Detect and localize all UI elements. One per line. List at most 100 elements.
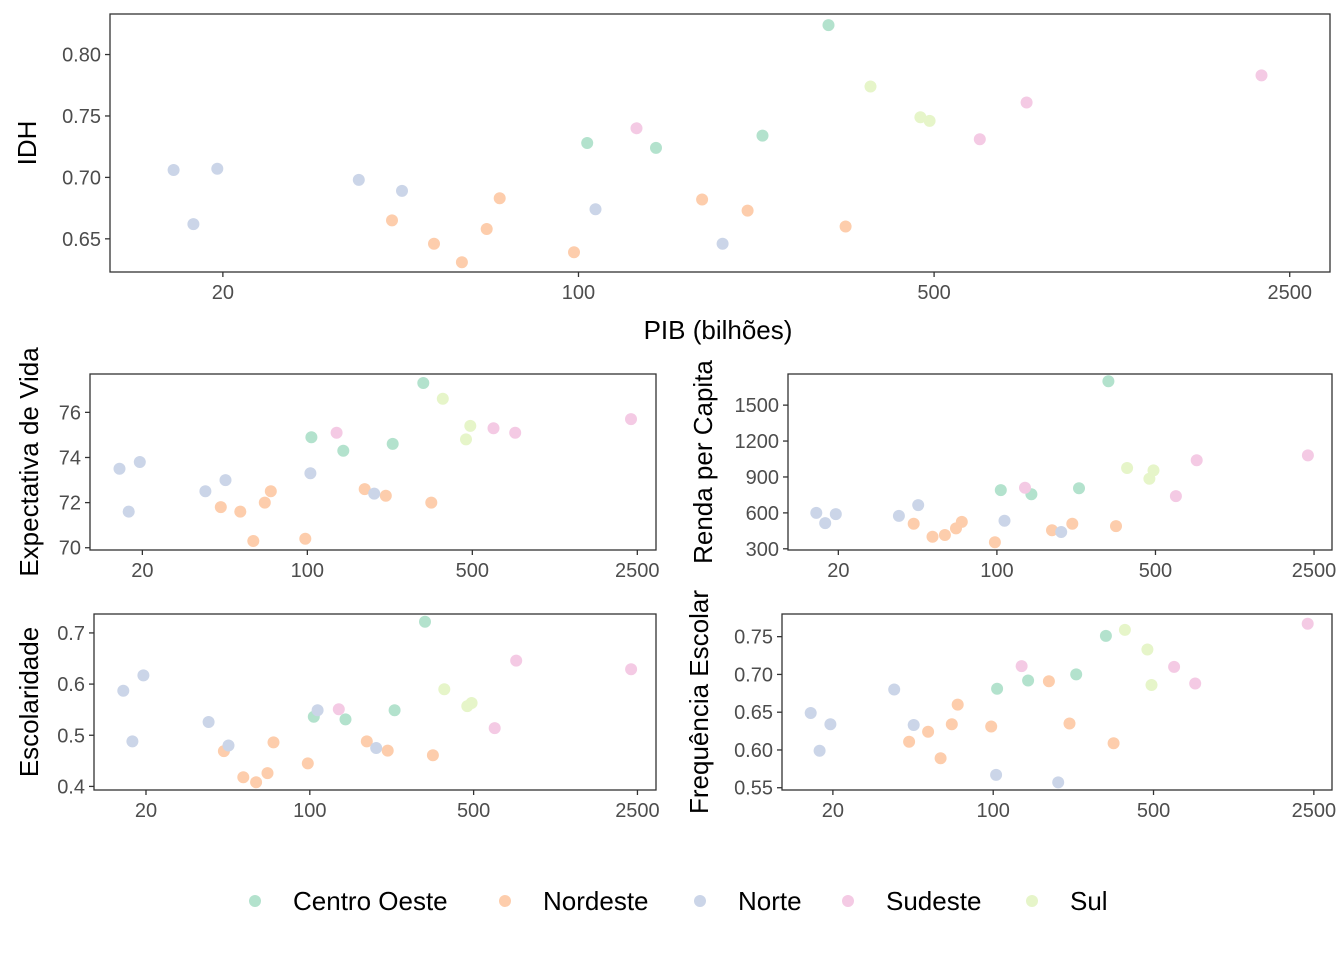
point-sudeste bbox=[630, 122, 643, 135]
point-sudeste bbox=[1015, 660, 1028, 673]
point-sul bbox=[464, 419, 477, 432]
point-norte bbox=[829, 508, 842, 521]
point-nordeste bbox=[903, 735, 916, 748]
point-centro-oeste bbox=[1022, 674, 1035, 687]
panel-expectativa-vida: 20 100 500 2500 70 72 74 76 Expectativa de Vida bbox=[14, 347, 660, 582]
legend-key-nordeste bbox=[499, 895, 511, 907]
y-axis-title-renda-per-capita: Renda per Capita bbox=[688, 360, 718, 564]
point-centro-oeste bbox=[650, 141, 662, 154]
point-nordeste bbox=[1066, 517, 1079, 530]
y-tick-label: 1200 bbox=[735, 431, 780, 453]
legend-label-centro-oeste: Centro Oeste bbox=[293, 886, 448, 916]
point-norte bbox=[368, 487, 381, 500]
y-tick-label: 900 bbox=[746, 467, 779, 489]
x-tick-label: 500 bbox=[1139, 560, 1172, 582]
point-sul bbox=[438, 683, 451, 696]
y-axis-title-idh: IDH bbox=[12, 121, 42, 166]
point-centro-oeste bbox=[337, 444, 350, 457]
y-tick-label: 0.55 bbox=[734, 778, 773, 800]
point-norte bbox=[716, 237, 729, 250]
point-sudeste bbox=[625, 663, 638, 676]
point-centro-oeste bbox=[991, 682, 1004, 695]
x-tick-label: 2500 bbox=[1267, 282, 1312, 304]
point-nordeste bbox=[1110, 520, 1122, 533]
point-norte bbox=[222, 739, 235, 752]
point-centro-oeste bbox=[339, 713, 352, 726]
point-nordeste bbox=[1063, 717, 1076, 730]
point-nordeste bbox=[425, 496, 438, 509]
y-tick-label: 0.70 bbox=[734, 664, 773, 686]
point-nordeste bbox=[299, 532, 312, 545]
x-tick-label: 500 bbox=[917, 282, 950, 304]
point-sudeste bbox=[509, 426, 522, 439]
y-tick-label: 0.65 bbox=[734, 702, 773, 724]
point-centro-oeste bbox=[1070, 668, 1083, 681]
panel-idh: 20 100 500 2500 0.65 0.70 0.75 0.80 IDH bbox=[12, 13, 1331, 304]
point-norte bbox=[202, 716, 215, 728]
y-tick-label: 0.65 bbox=[62, 229, 101, 251]
x-tick-label: 100 bbox=[293, 800, 326, 822]
y-tick-label: 1500 bbox=[735, 395, 780, 417]
point-centro-oeste bbox=[1073, 482, 1085, 495]
point-nordeste bbox=[1042, 675, 1055, 688]
y-tick-label: 0.75 bbox=[734, 627, 773, 649]
panel-frame bbox=[93, 613, 657, 791]
y-tick-label: 0.80 bbox=[62, 45, 101, 67]
point-sudeste bbox=[510, 654, 523, 667]
point-sul bbox=[436, 392, 449, 405]
y-axis-title-frequ-ncia-escolar: Frequência Escolar bbox=[684, 590, 714, 814]
point-sudeste bbox=[1301, 449, 1314, 462]
x-tick-label: 500 bbox=[457, 800, 490, 822]
point-sudeste bbox=[1019, 481, 1031, 494]
y-tick-label: 0.70 bbox=[62, 167, 101, 189]
legend-label-sudeste: Sudeste bbox=[886, 886, 981, 916]
y-tick-label: 0.60 bbox=[734, 740, 773, 762]
point-sudeste bbox=[1189, 677, 1202, 690]
point-sudeste bbox=[1190, 454, 1203, 467]
point-norte bbox=[187, 218, 200, 231]
point-centro-oeste bbox=[822, 19, 835, 32]
x-tick-label: 500 bbox=[456, 560, 489, 582]
point-nordeste bbox=[360, 735, 373, 748]
point-centro-oeste bbox=[417, 377, 430, 389]
point-nordeste bbox=[696, 193, 709, 206]
point-nordeste bbox=[264, 485, 277, 498]
point-norte bbox=[113, 462, 126, 475]
point-norte bbox=[888, 683, 901, 696]
point-nordeste bbox=[237, 771, 250, 784]
point-nordeste bbox=[926, 530, 939, 543]
point-norte bbox=[990, 768, 1003, 781]
panel-frequencia-escolar: 20 100 500 2500 0.55 0.60 0.65 0.70 0.75 Frequênc… bbox=[684, 590, 1336, 822]
point-sudeste bbox=[487, 422, 500, 435]
point-sul bbox=[923, 114, 936, 127]
point-sul bbox=[1121, 462, 1134, 474]
y-tick-label: 0.7 bbox=[57, 623, 85, 645]
point-nordeste bbox=[247, 535, 260, 547]
point-nordeste bbox=[261, 767, 274, 780]
point-nordeste bbox=[945, 718, 958, 731]
x-tick-label: 100 bbox=[977, 800, 1010, 822]
point-norte bbox=[219, 474, 232, 487]
point-sudeste bbox=[1168, 660, 1181, 673]
point-nordeste bbox=[428, 237, 440, 250]
y-tick-label: 76 bbox=[59, 402, 81, 424]
point-norte bbox=[122, 505, 135, 518]
point-centro-oeste bbox=[756, 129, 769, 142]
point-norte bbox=[167, 164, 180, 176]
point-centro-oeste bbox=[419, 615, 431, 628]
point-centro-oeste bbox=[386, 437, 399, 450]
x-tick-label: 2500 bbox=[615, 560, 660, 582]
point-norte bbox=[133, 456, 146, 468]
legend-key-sul bbox=[1026, 895, 1038, 907]
x-tick-label: 20 bbox=[827, 560, 849, 582]
point-sudeste bbox=[625, 413, 637, 426]
legend: Centro Oeste Nordeste Norte Sudeste Sul bbox=[249, 886, 1108, 916]
point-norte bbox=[813, 744, 826, 757]
point-sul bbox=[864, 80, 877, 93]
point-norte bbox=[907, 719, 920, 731]
panel-frame bbox=[89, 373, 657, 551]
point-nordeste bbox=[267, 736, 280, 749]
point-nordeste bbox=[1107, 737, 1120, 750]
point-nordeste bbox=[741, 204, 754, 217]
panel-frame bbox=[787, 373, 1333, 551]
